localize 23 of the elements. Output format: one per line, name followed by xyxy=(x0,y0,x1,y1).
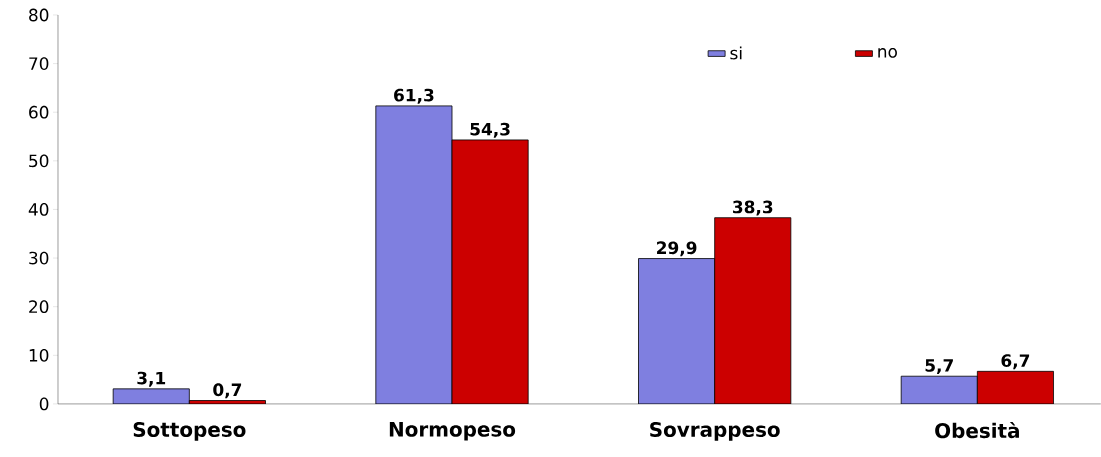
data-label: 6,7 xyxy=(1001,354,1030,370)
legend-label: no xyxy=(878,48,897,58)
data-label: 3,1 xyxy=(137,371,166,387)
x-tick-label: Sovrappeso xyxy=(650,421,780,441)
data-label: 38,3 xyxy=(733,200,773,216)
y-tick-label: 20 xyxy=(29,300,49,314)
y-tick-label: 40 xyxy=(28,203,49,216)
y-tick-label: 60 xyxy=(29,105,49,119)
x-tick-label: Obesità xyxy=(935,421,1019,439)
legend-label: si xyxy=(730,46,742,60)
data-label: 29,9 xyxy=(657,241,697,257)
y-tick-label: 0 xyxy=(39,397,49,411)
x-tick-label: Normopeso xyxy=(389,421,516,441)
y-tick-label: 70 xyxy=(29,57,49,71)
y-tick-label: 80 xyxy=(29,8,49,22)
y-tick-label: 10 xyxy=(29,348,49,362)
data-label: 61,3 xyxy=(394,88,434,104)
data-label: 5,7 xyxy=(925,359,953,375)
y-tick-label: 50 xyxy=(29,154,49,168)
y-tick-label: 30 xyxy=(29,251,49,265)
data-label: 54,3 xyxy=(470,122,510,138)
data-label: 0,7 xyxy=(213,383,242,399)
x-tick-label: Sottopeso xyxy=(133,421,246,441)
